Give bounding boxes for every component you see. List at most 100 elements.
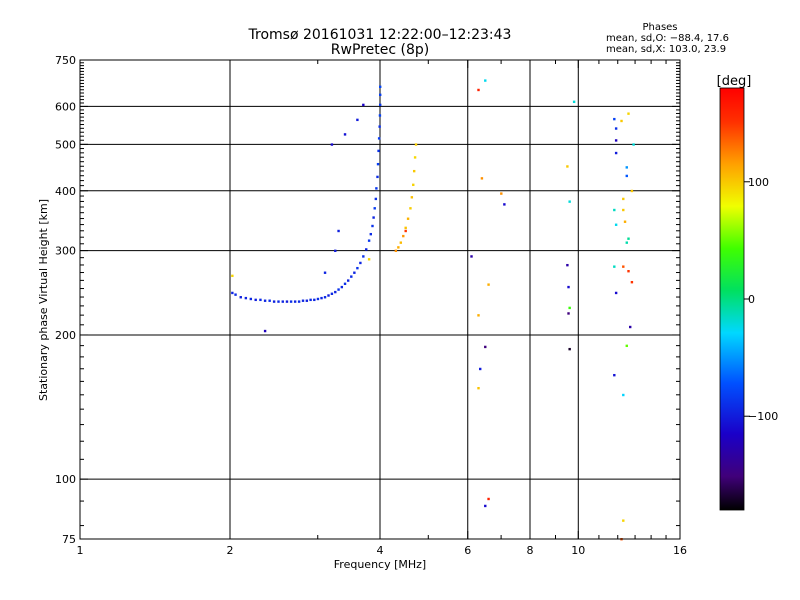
data-point	[477, 88, 480, 92]
data-point	[330, 143, 334, 146]
data-point	[629, 325, 632, 329]
data-point	[613, 208, 616, 212]
y-tick-label: 75	[62, 533, 76, 546]
data-point	[334, 290, 337, 294]
data-point	[372, 216, 375, 219]
data-point	[369, 232, 373, 236]
colorbar-tick-label: −100	[748, 410, 778, 423]
data-point	[244, 296, 248, 300]
data-point	[406, 217, 410, 220]
data-point	[414, 143, 418, 146]
data-point	[379, 85, 382, 88]
colorbar-tick-label: 100	[748, 176, 769, 189]
data-point	[413, 156, 417, 159]
data-point	[376, 175, 379, 179]
data-point	[330, 292, 334, 295]
data-point	[231, 291, 234, 295]
data-point	[625, 344, 628, 348]
x-tick-label: 4	[377, 544, 384, 557]
data-point	[343, 282, 347, 286]
data-point	[402, 234, 405, 238]
data-point	[566, 263, 569, 267]
y-tick-label: 750	[55, 54, 76, 67]
data-point	[231, 274, 234, 278]
x-tick-label: 8	[527, 544, 534, 557]
data-point	[614, 291, 618, 295]
data-point	[613, 265, 616, 268]
data-point	[622, 519, 625, 522]
data-point	[620, 119, 623, 123]
data-point	[362, 255, 365, 258]
data-point	[362, 103, 365, 107]
data-point	[625, 241, 628, 244]
data-point	[379, 93, 382, 97]
data-point	[259, 298, 262, 302]
data-point	[337, 229, 340, 233]
data-point	[367, 258, 371, 261]
data-point	[484, 504, 487, 508]
data-point	[377, 149, 380, 153]
data-point	[376, 162, 380, 166]
data-point	[572, 100, 576, 104]
x-tick-label: 2	[227, 544, 234, 557]
data-point	[285, 300, 289, 303]
data-point	[263, 329, 267, 333]
x-axis-ticks: 1 2 4 6 8 10 16	[77, 60, 687, 557]
data-point	[404, 229, 407, 233]
data-point	[627, 112, 630, 115]
stats-title: Phases	[642, 22, 678, 33]
colorbar	[719, 87, 745, 511]
data-point	[500, 192, 503, 195]
data-point	[622, 265, 625, 268]
data-point	[377, 137, 381, 140]
y-tick-label: 100	[55, 473, 76, 486]
data-point	[567, 285, 570, 289]
data-point	[622, 393, 625, 397]
y-tick-label: 200	[55, 329, 76, 342]
data-point	[614, 223, 618, 226]
data-point	[487, 283, 490, 286]
data-point	[337, 288, 340, 291]
data-point	[614, 151, 618, 155]
data-point	[627, 237, 630, 240]
data-point	[566, 165, 569, 168]
data-point	[353, 271, 356, 274]
data-point	[289, 300, 293, 303]
data-point	[378, 114, 382, 117]
data-point	[373, 207, 376, 210]
colorbar-label: [deg]	[717, 74, 752, 89]
data-point	[375, 187, 378, 190]
chart-subtitle: RwPretec (8p)	[330, 42, 430, 58]
data-point	[268, 299, 271, 302]
grid-lines	[80, 60, 680, 539]
data-point	[503, 203, 506, 206]
x-tick-label: 10	[571, 544, 585, 557]
data-point	[320, 296, 323, 300]
data-point	[568, 200, 571, 203]
data-point	[281, 300, 284, 303]
data-point	[477, 314, 480, 317]
data-point	[350, 275, 353, 278]
data-point	[622, 208, 625, 212]
data-point	[297, 300, 301, 303]
data-point	[379, 103, 382, 107]
data-point	[305, 299, 309, 302]
data-point	[409, 207, 412, 210]
data-point	[397, 246, 400, 249]
data-point	[293, 300, 297, 303]
data-point	[484, 79, 487, 82]
data-point	[568, 347, 571, 351]
data-point	[627, 269, 630, 273]
data-point	[479, 367, 482, 371]
y-tick-label: 400	[55, 185, 76, 198]
colorbar-tick-label: 0	[748, 293, 755, 306]
data-point	[356, 118, 359, 122]
data-point	[404, 226, 407, 230]
data-point	[399, 241, 403, 244]
data-point	[323, 296, 327, 299]
y-tick-label: 500	[55, 138, 76, 151]
data-point	[394, 249, 398, 253]
data-point	[477, 386, 480, 390]
x-tick-label: 16	[673, 544, 687, 557]
